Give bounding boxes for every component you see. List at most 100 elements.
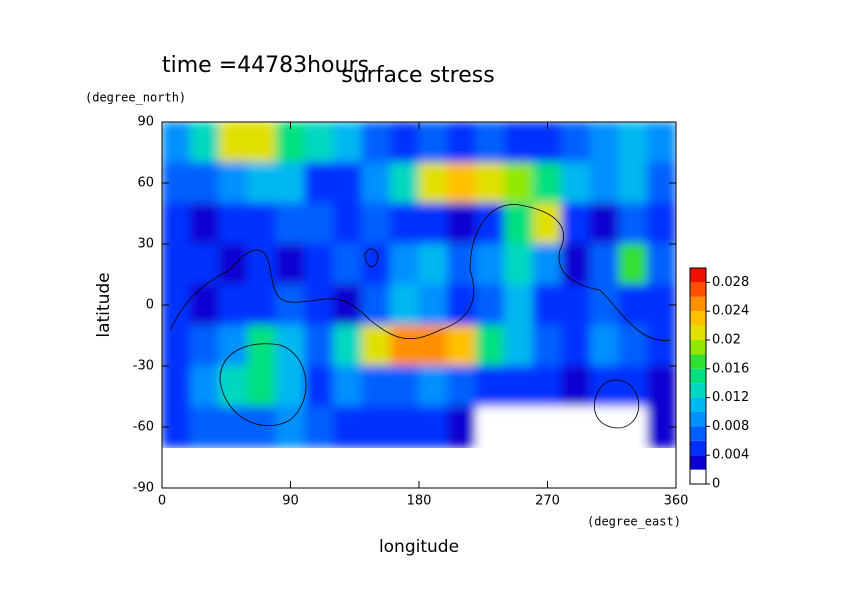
cell: [190, 406, 220, 448]
cell: [447, 162, 477, 204]
cell: [447, 324, 477, 367]
axes: 0 90 180 270 360 -90 -60 -30 0 30 60 90 0 0.004 0.008 0…: [133, 115, 749, 509]
cell: [561, 406, 591, 448]
cell: [218, 202, 249, 245]
cell: [275, 284, 306, 326]
cell: [218, 365, 249, 408]
colorbar-label: 0.02: [712, 333, 741, 348]
cell: [646, 324, 676, 367]
cell: [589, 202, 620, 245]
cell: [532, 284, 563, 326]
cell: [332, 202, 363, 245]
cell: [275, 324, 306, 367]
cell: [332, 284, 363, 326]
cell: [361, 406, 391, 448]
cell: [304, 365, 334, 408]
colorbar-label: 0.016: [712, 361, 749, 376]
cell: [332, 365, 363, 408]
cell: [504, 324, 534, 367]
colorbar-segment: [690, 412, 706, 427]
cell: [247, 324, 277, 367]
cell: [504, 243, 534, 286]
cell: [532, 324, 563, 367]
cell: [561, 122, 591, 164]
cell: [389, 202, 420, 245]
cell: [504, 406, 534, 448]
cell: [304, 202, 334, 245]
cell: [561, 243, 591, 286]
cell: [475, 365, 506, 408]
colorbar-segment: [690, 383, 706, 398]
cell: [618, 122, 648, 164]
cell: [418, 365, 449, 408]
cell: [304, 406, 334, 448]
cell: [618, 162, 648, 204]
cell: [447, 406, 477, 448]
cell: [418, 202, 449, 245]
x-tick-label: 360: [664, 494, 689, 509]
cell: [504, 284, 534, 326]
colorbar-segment: [690, 426, 706, 441]
colorbar-segment: [690, 268, 706, 283]
cell: [247, 162, 277, 204]
subtitle: time =44783hours: [162, 53, 369, 78]
cell: [618, 365, 648, 408]
cell: [561, 162, 591, 204]
cell: [418, 122, 449, 164]
cell: [589, 122, 620, 164]
x-tick-label: 90: [282, 494, 299, 509]
colorbar-segment: [690, 368, 706, 384]
cell: [190, 122, 220, 164]
cell: [247, 365, 277, 408]
cell: [218, 284, 249, 326]
cell: [190, 324, 220, 367]
cell: [532, 243, 563, 286]
cell: [190, 202, 220, 245]
cell: [418, 162, 449, 204]
cell: [418, 284, 449, 326]
colorbar-segment: [690, 282, 706, 297]
cell: [162, 243, 192, 286]
y-tick-label: 60: [137, 176, 154, 191]
cell: [304, 324, 334, 367]
cell: [561, 284, 591, 326]
cell: [589, 365, 620, 408]
cell: [389, 122, 420, 164]
cell: [618, 324, 648, 367]
cell: [646, 202, 676, 245]
colorbar-label: 0.012: [712, 390, 749, 405]
cell: [504, 365, 534, 408]
cell: [418, 324, 449, 367]
cell: [504, 162, 534, 204]
cell: [447, 284, 477, 326]
colorbar-label: 0.028: [712, 275, 749, 290]
cell: [275, 243, 306, 286]
cell: [275, 162, 306, 204]
cell: [247, 284, 277, 326]
x-tick-label: 270: [535, 494, 560, 509]
cell: [332, 324, 363, 367]
cell: [418, 243, 449, 286]
cell: [247, 406, 277, 448]
cell: [447, 365, 477, 408]
colorbar-label: 0.008: [712, 419, 749, 434]
cell: [475, 406, 506, 448]
cell: [275, 365, 306, 408]
cell: [332, 243, 363, 286]
y-tick-label: 0: [146, 298, 154, 313]
cell: [475, 122, 506, 164]
colorbar-segment: [690, 354, 706, 369]
cell: [304, 243, 334, 286]
cell: [218, 122, 249, 164]
cell: [218, 243, 249, 286]
cell: [389, 162, 420, 204]
cell: [190, 162, 220, 204]
cell: [646, 122, 676, 164]
cell: [389, 324, 420, 367]
cell: [275, 202, 306, 245]
cell: [361, 202, 391, 245]
cell: [532, 406, 563, 448]
colorbar-segment: [690, 455, 706, 470]
cell: [589, 162, 620, 204]
